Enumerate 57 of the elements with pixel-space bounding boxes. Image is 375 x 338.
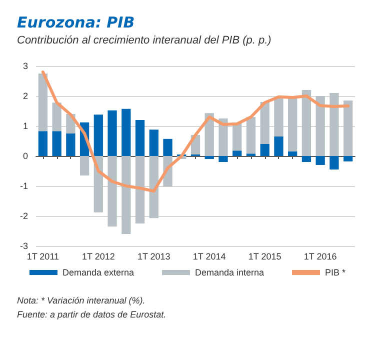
- x-tick-label: 1T 2015: [248, 252, 282, 262]
- bar: [163, 138, 172, 156]
- source-note: Fuente: a partir de datos de Eurostat.: [17, 310, 166, 320]
- y-tick-label: 2: [22, 91, 28, 101]
- bar: [330, 93, 339, 156]
- y-tick-label: 0: [22, 151, 28, 161]
- bar: [218, 156, 228, 162]
- bar: [274, 136, 284, 156]
- y-tick-label: 1: [22, 121, 28, 131]
- x-tick-label: 1T 2014: [192, 252, 226, 262]
- bar: [149, 156, 158, 218]
- line-series: [41, 70, 350, 193]
- bar: [108, 110, 117, 156]
- bar: [302, 156, 312, 162]
- x-tick-label: 1T 2011: [26, 252, 60, 262]
- bar: [38, 131, 48, 156]
- bar: [149, 130, 158, 156]
- bar: [302, 90, 312, 156]
- bar: [52, 131, 62, 156]
- bar: [38, 74, 48, 132]
- bar: [218, 118, 228, 156]
- chart-title: Eurozona: PIB: [17, 14, 135, 32]
- bar: [122, 108, 131, 156]
- y-tick-label: -1: [20, 181, 28, 191]
- bar: [274, 98, 284, 136]
- bar: [108, 156, 117, 226]
- legend-label: Demanda interna: [194, 268, 264, 278]
- bar: [316, 156, 325, 165]
- x-tick-label: 1T 2012: [82, 252, 115, 262]
- bar: [246, 117, 256, 154]
- bar: [80, 156, 90, 176]
- bar: [232, 123, 242, 151]
- bar: [343, 156, 353, 162]
- y-tick-label: 3: [22, 61, 28, 71]
- x-tick-label: 1T 2016: [304, 252, 337, 262]
- y-tick-label: -2: [20, 211, 28, 221]
- bar: [66, 134, 76, 156]
- bar: [135, 120, 145, 156]
- bar: [232, 150, 242, 156]
- bar: [52, 102, 62, 132]
- chart-subtitle: Contribución al crecimiento interanual del PIB (p. p.): [17, 34, 272, 46]
- bar: [288, 152, 298, 156]
- legend-label: PIB *: [325, 268, 346, 278]
- text: Nota: * Variación interanual (%).: [17, 296, 146, 306]
- bar: [330, 156, 339, 170]
- bar: [94, 114, 103, 156]
- bar: [343, 100, 353, 156]
- legend-label: Demanda externa: [62, 268, 134, 278]
- bar: [288, 98, 298, 152]
- x-tick-label: 1T 2013: [137, 252, 170, 262]
- bar: [260, 102, 270, 144]
- bar: [204, 156, 214, 159]
- bar: [122, 156, 131, 234]
- y-tick-label: -3: [20, 241, 28, 251]
- bar: [260, 144, 270, 156]
- bar: [135, 156, 145, 224]
- bar: [316, 96, 325, 156]
